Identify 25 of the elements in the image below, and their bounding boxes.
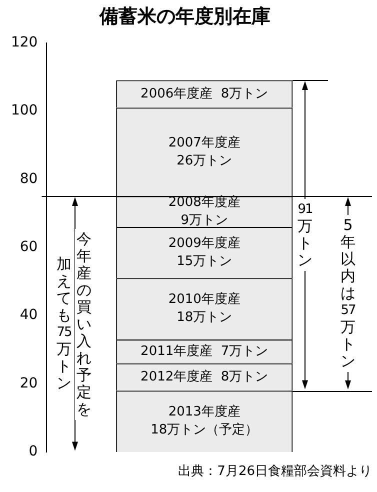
series-label: 2009年度産 [168,234,240,251]
text: 2011年度産 7万トン [140,344,268,359]
data-label: 26万トン [176,153,232,168]
data-label: 15万トン [176,254,232,269]
data-label: 9万トン [180,212,228,228]
text: 今年産の買い入れ予定を [76,230,92,418]
annotation: 加えても75万トン [56,255,72,392]
series-label: 2013年度産 [168,404,240,420]
series-label: 2010年度産 [168,291,240,308]
source-note: 出典：7月26日食糧部会資料より [178,463,372,480]
y-tick-label: 120 [10,34,38,50]
annotation: 91万トン [298,201,312,270]
text: 2012年度産 8万トン [140,369,268,384]
text: 2006年度産 8万トン [140,86,268,102]
y-tick-label: 100 [10,102,38,119]
series-label: 2007年度産 [168,134,240,150]
text: 5年以内は57万トン [340,216,356,370]
y-tick-label: 40 [20,307,38,324]
data-label: 18万トン [176,310,232,326]
y-tick-label: 0 [28,444,38,460]
y-tick-label: 80 [20,170,38,187]
y-tick-label: 60 [20,239,38,256]
data-label: 18万トン（予定） [150,422,258,438]
y-tick-label: 20 [20,375,38,392]
chart-title: 備蓄米の年度別在庫 [98,5,270,28]
